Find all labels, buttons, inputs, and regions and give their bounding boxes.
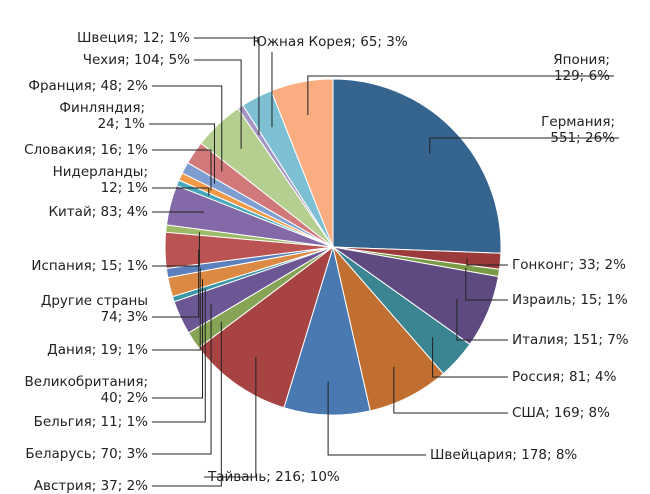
- data-label: Дания; 19; 1%: [47, 342, 148, 358]
- data-label: Италия; 151; 7%: [512, 332, 629, 348]
- leader-line: [466, 258, 508, 266]
- data-label: Испания; 15; 1%: [31, 258, 148, 274]
- data-label: Другие страны: [41, 293, 148, 309]
- data-label: Франция; 48; 2%: [28, 78, 148, 94]
- pie-slice: [332, 78, 502, 254]
- pie-slice: [197, 245, 334, 409]
- leader-line: [152, 187, 210, 196]
- leader-line: [152, 249, 200, 318]
- data-label: 12; 1%: [101, 180, 149, 196]
- data-label: Беларусь; 70; 3%: [25, 446, 148, 462]
- data-label: Япония;: [553, 52, 610, 68]
- data-label: Швеция; 12; 1%: [77, 30, 190, 46]
- data-label: 40; 2%: [101, 390, 149, 406]
- data-label: 24; 1%: [98, 116, 146, 132]
- data-label: США; 169; 8%: [512, 405, 610, 421]
- leader-line: [152, 211, 204, 214]
- leader-line: [465, 267, 508, 301]
- leader-line: [456, 299, 508, 341]
- leader-line: [149, 123, 215, 184]
- data-label: Словакия; 16; 1%: [24, 142, 148, 158]
- leader-line: [194, 59, 242, 149]
- pie-slice: [270, 78, 334, 248]
- data-label: Нидерланды;: [53, 164, 148, 180]
- data-label: Гонконг; 33; 2%: [512, 257, 626, 273]
- data-label: Швейцария; 178; 8%: [430, 447, 577, 463]
- leader-line: [432, 337, 508, 378]
- pie-slice: [283, 245, 371, 416]
- data-label: 74; 3%: [101, 309, 149, 325]
- data-label: Тайвань; 216; 10%: [207, 469, 340, 485]
- data-label: Германия;: [541, 114, 615, 130]
- leader-line: [152, 267, 201, 351]
- leader-line: [152, 303, 212, 455]
- leader-line: [152, 321, 222, 487]
- leader-line: [429, 137, 619, 154]
- leader-line: [152, 288, 206, 423]
- data-label: 551; 26%: [550, 130, 615, 146]
- leader-line: [152, 85, 223, 172]
- leader-line: [307, 75, 614, 115]
- data-label: Китай; 83; 4%: [48, 204, 148, 220]
- leader-line: [327, 381, 426, 456]
- data-label: Финляндия;: [59, 100, 145, 116]
- data-label: Бельгия; 11; 1%: [34, 414, 149, 430]
- data-label: 129; 6%: [554, 68, 610, 84]
- data-label: Израиль; 15; 1%: [512, 292, 628, 308]
- leader-line: [393, 366, 508, 414]
- leader-line: [152, 149, 212, 191]
- data-label: Чехия; 104; 5%: [83, 52, 190, 68]
- leader-line: [194, 37, 260, 135]
- leader-line: [152, 279, 203, 399]
- leader-line: [152, 232, 200, 267]
- data-label: Россия; 81; 4%: [512, 369, 617, 385]
- data-label: Великобритания;: [25, 374, 148, 390]
- data-label: Южная Корея; 65; 3%: [252, 34, 408, 50]
- data-label: Австрия; 37; 2%: [34, 478, 148, 494]
